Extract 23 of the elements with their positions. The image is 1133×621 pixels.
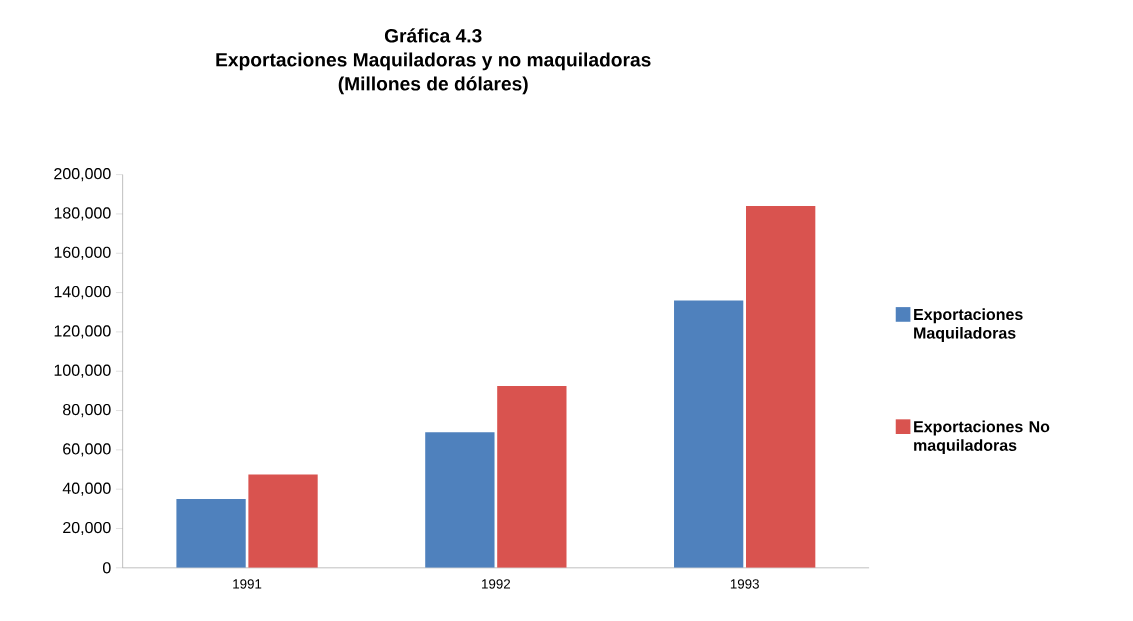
legend-label: Exportaciones Maquiladoras [914, 308, 1023, 342]
bar [176, 498, 246, 568]
y-tick-label: 20,000 [63, 521, 111, 536]
y-tick-label: 180,000 [54, 207, 111, 221]
x-tick-label: 1992 [482, 579, 511, 589]
y-tick-label: 80,000 [63, 403, 111, 418]
legend-label: Exportaciones No maquiladoras [914, 420, 1050, 455]
y-tick-label: 100,000 [54, 364, 111, 378]
y-tick-label: 60,000 [63, 443, 111, 457]
y-tick-label: 140,000 [54, 285, 111, 300]
bar [425, 432, 495, 568]
y-tick-label: 120,000 [54, 325, 111, 339]
y-tick-label: 160,000 [54, 246, 111, 260]
chart-title: Gráfica 4.3 Exportaciones Maquiladoras y no maquiladoras (Millones de dólares) [216, 28, 651, 95]
x-tick-label: 1991 [233, 579, 262, 589]
y-tick-label: 40,000 [62, 482, 111, 496]
y-tick-label: 200,000 [54, 167, 111, 182]
bar [746, 206, 816, 568]
y-tick-label: 0 [103, 562, 111, 574]
bar [674, 300, 744, 568]
x-tick-label: 1993 [730, 579, 759, 589]
bar [248, 474, 318, 568]
bar [497, 385, 567, 568]
